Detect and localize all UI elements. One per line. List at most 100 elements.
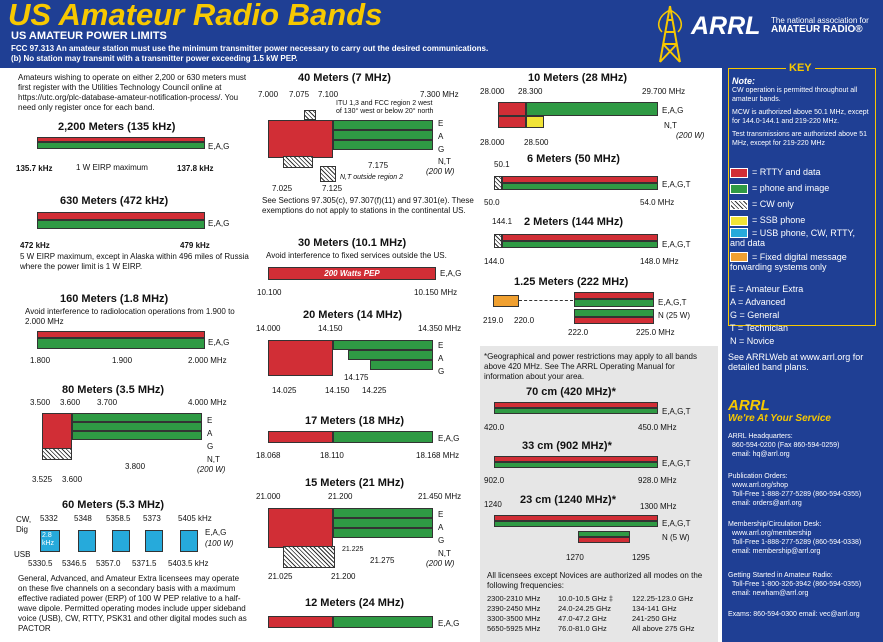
band-23-f2: 1300 MHz xyxy=(640,502,677,511)
pub-phone: Toll-Free 1-888-277-5289 (860-594-0355) xyxy=(732,491,862,498)
pub-url[interactable]: www.arrl.org/shop xyxy=(732,482,789,489)
band-17-bar-phone xyxy=(333,431,433,443)
band-10-bar-phone xyxy=(526,102,658,116)
band-10-title: 10 Meters (28 MHz) xyxy=(528,72,628,84)
freq-cell: 2300-2310 MHz xyxy=(487,594,541,603)
band-30-hi: 10.150 MHz xyxy=(414,288,458,297)
band-20-f4: 14.175 xyxy=(344,373,369,382)
band-17-f3: 18.168 MHz xyxy=(416,451,460,460)
band-60-channel-2 xyxy=(78,530,96,552)
band-33-classes: E,A,G,T xyxy=(662,459,691,468)
left-column xyxy=(0,68,262,642)
band-160-f1: 1.800 xyxy=(30,356,51,365)
band-40-bar-cw-2 xyxy=(283,156,313,168)
band-2200-lo: 135.7 kHz xyxy=(16,164,53,173)
band-20-g: G xyxy=(438,367,445,376)
tower-logo-icon xyxy=(657,5,683,63)
band-60-channel-5 xyxy=(180,530,198,552)
band-23-bar-data xyxy=(494,515,658,521)
band-20-bar-a xyxy=(348,350,433,360)
band-15-bar-e xyxy=(333,508,433,518)
membership-title: Membership/Circulation Desk: xyxy=(728,521,822,528)
legend-usb-label: = USB phone, CW, RTTY, and data xyxy=(730,228,855,248)
band-125-n: N (25 W) xyxy=(658,311,690,320)
band-20-bar-data xyxy=(268,340,333,376)
band-2-bar-data xyxy=(502,234,658,241)
band-20-e: E xyxy=(438,341,444,350)
band-20-f7: 14.225 xyxy=(362,386,387,395)
band-60-channel-3 xyxy=(112,530,130,552)
band-20-a: A xyxy=(438,354,444,363)
band-23-bar-phone xyxy=(494,521,658,527)
band-15-bar-g xyxy=(333,528,433,538)
band-15-bar-a xyxy=(333,518,433,528)
legend-cw-label: = CW only xyxy=(752,199,794,209)
band-80-power: (200 W) xyxy=(197,465,226,474)
band-630-lo: 472 kHz xyxy=(20,241,50,250)
band-125-f4: 225.0 MHz xyxy=(636,328,675,337)
band-2200-classes: E,A,G xyxy=(208,142,230,151)
legend-cw: = CW only xyxy=(730,199,794,210)
band-33-lo: 902.0 xyxy=(484,476,505,485)
band-160-note: Avoid interference to radiolocation oper… xyxy=(25,307,235,326)
band-70-classes: E,A,G,T xyxy=(662,407,691,416)
band-15-f2: 21.200 xyxy=(328,492,353,501)
membership-url[interactable]: www.arrl.org/membership xyxy=(732,530,812,537)
band-70-title: 70 cm (420 MHz)* xyxy=(526,386,616,398)
band-23-f3: 1270 xyxy=(566,553,584,562)
band-40-bar-a xyxy=(333,130,433,140)
band-10-f2: 28.300 xyxy=(518,87,543,96)
band-10-classes: E,A,G xyxy=(662,106,684,115)
class-technician: T = Technician xyxy=(730,323,788,333)
band-60-usb: USB xyxy=(14,550,31,559)
legend-phone: = phone and image xyxy=(730,183,829,194)
band-80-bar-g xyxy=(72,431,202,440)
band-15-bar-cw xyxy=(283,546,335,568)
swatch-cw xyxy=(730,199,748,210)
band-10-bar-data xyxy=(498,102,526,116)
band-30-note: Avoid interference to fixed services out… xyxy=(266,251,447,260)
band-40-bar-data xyxy=(268,120,333,158)
band-17-classes: E,A,G xyxy=(438,434,460,443)
band-40-g: G xyxy=(438,145,445,154)
band-6-title: 6 Meters (50 MHz) xyxy=(527,153,620,165)
band-40-f7: 7.125 xyxy=(322,184,343,193)
band-30-classes: E,A,G xyxy=(440,269,462,278)
band-12-title: 12 Meters (24 MHz) xyxy=(305,597,405,609)
legend-fixed: = Fixed digital message forwarding syste… xyxy=(730,252,870,272)
exams-line: Exams: 860-594-0300 email: vec@arrl.org xyxy=(728,611,860,618)
pub-email[interactable]: email: orders@arrl.org xyxy=(732,500,802,507)
uhf-licensee-note: All licensees except Novices are authori… xyxy=(487,571,703,590)
membership-email[interactable]: email: membership@arrl.org xyxy=(732,548,821,555)
band-60-top-5: 5405 kHz xyxy=(178,514,212,523)
band-33-bar-data xyxy=(494,456,658,462)
band-125-f3: 222.0 xyxy=(568,328,589,337)
band-2-title: 2 Meters (144 MHz) xyxy=(524,216,624,228)
band-80-f6: 3.525 xyxy=(32,475,53,484)
band-80-f1: 3.500 xyxy=(30,398,51,407)
tagline-line-1: The national association for xyxy=(771,16,869,25)
start-email[interactable]: email: newham@arrl.org xyxy=(732,590,809,597)
band-40-nt: N,T xyxy=(438,157,451,166)
freq-cell: 24.0-24.25 GHz xyxy=(558,604,611,613)
band-80-a: A xyxy=(207,429,213,438)
hq-email[interactable]: email: hq@arrl.org xyxy=(732,451,790,458)
band-17-title: 17 Meters (18 MHz) xyxy=(305,415,405,427)
band-60-cw: CW, xyxy=(16,515,32,524)
band-40-f6: 7.025 xyxy=(272,184,293,193)
band-30-lo: 10.100 xyxy=(257,288,282,297)
band-70-lo: 420.0 xyxy=(484,423,505,432)
band-12-bar-data xyxy=(268,616,333,628)
band-17-f1: 18.068 xyxy=(256,451,281,460)
band-15-g: G xyxy=(438,536,445,545)
band-2200-bar-data xyxy=(37,137,205,142)
band-70-bar-data xyxy=(494,402,658,408)
band-40-f4: 7.300 MHz xyxy=(420,90,459,99)
band-12-classes: E,A,G xyxy=(438,619,460,628)
band-6-lo: 50.0 xyxy=(484,198,500,207)
legend-fixed-label: = Fixed digital message forwarding syste… xyxy=(730,252,847,272)
band-80-bar-e xyxy=(72,413,202,422)
freq-cell: 3300-3500 MHz xyxy=(487,614,541,623)
band-2-bar-cw xyxy=(494,234,502,248)
band-630-bar-phone xyxy=(37,220,205,229)
